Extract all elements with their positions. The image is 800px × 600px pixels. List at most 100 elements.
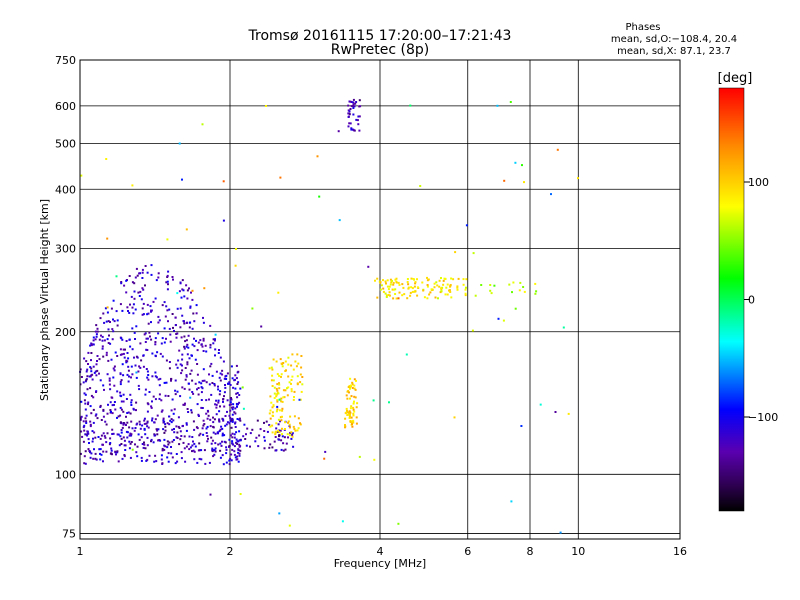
echo-point	[154, 341, 157, 343]
echo-point	[82, 420, 85, 423]
echo-point	[230, 426, 233, 429]
echo-point	[290, 390, 293, 393]
echo-point	[350, 405, 353, 408]
echo-point	[229, 384, 232, 386]
echo-point	[94, 457, 97, 460]
echo-point	[234, 407, 237, 410]
echo-point	[217, 399, 220, 402]
echo-point	[281, 409, 284, 412]
echo-point	[222, 219, 225, 222]
echo-point	[219, 379, 222, 382]
echo-point	[91, 378, 94, 381]
echo-point	[423, 296, 426, 299]
echo-point	[183, 435, 186, 438]
echo-point	[164, 394, 167, 397]
echo-point	[201, 379, 204, 382]
echo-point	[286, 433, 289, 436]
echo-point	[174, 379, 177, 382]
echo-point	[143, 441, 145, 444]
chart-subtitle: RwPretec (8p)	[331, 42, 429, 58]
echo-point	[130, 376, 132, 379]
echo-point	[401, 294, 404, 297]
echo-point	[348, 391, 350, 394]
echo-point	[166, 280, 169, 283]
echo-point	[206, 417, 209, 420]
y-tick-label: 75	[62, 527, 76, 540]
echo-point	[376, 296, 379, 299]
echo-point	[206, 435, 209, 437]
echo-point	[231, 432, 234, 435]
echo-point	[172, 439, 175, 441]
echo-point	[172, 419, 175, 422]
echo-point	[181, 279, 184, 282]
echo-point	[219, 456, 222, 459]
echo-point	[142, 354, 145, 357]
echo-point	[352, 103, 355, 106]
echo-point	[278, 409, 281, 412]
echo-point	[163, 327, 166, 330]
echo-point	[265, 420, 268, 423]
echo-point	[84, 417, 87, 420]
echo-point	[173, 329, 175, 332]
echo-point	[88, 442, 90, 444]
echo-point	[102, 450, 105, 453]
echo-point	[344, 417, 347, 420]
echo-point	[89, 450, 92, 453]
echo-point	[191, 450, 193, 453]
echo-point	[229, 457, 232, 460]
echo-point	[263, 421, 265, 424]
echo-point	[141, 287, 144, 290]
echo-point	[157, 276, 160, 279]
echo-point	[119, 414, 122, 417]
echo-point	[90, 342, 93, 345]
echo-point	[397, 281, 400, 284]
echo-point	[232, 403, 235, 406]
echo-point	[163, 448, 166, 451]
echo-point	[300, 355, 303, 357]
echo-point	[228, 381, 231, 384]
echo-point	[236, 458, 239, 461]
echo-point	[229, 416, 232, 419]
echo-point	[221, 454, 224, 457]
echo-point	[256, 419, 259, 422]
echo-point	[217, 401, 220, 404]
echo-point	[159, 439, 162, 442]
echo-point	[374, 279, 376, 282]
echo-point	[83, 429, 86, 432]
echo-point	[150, 264, 153, 267]
echo-point	[200, 386, 203, 389]
echo-point	[350, 395, 353, 398]
echo-point	[110, 307, 113, 310]
echo-point	[152, 300, 155, 303]
echo-point	[150, 273, 153, 276]
echo-point	[394, 293, 397, 295]
echo-point	[275, 449, 277, 452]
echo-point	[87, 438, 90, 441]
echo-point	[122, 393, 125, 396]
echo-point	[137, 433, 140, 436]
echo-point	[224, 415, 227, 417]
echo-point	[147, 426, 150, 429]
echo-point	[145, 422, 148, 425]
echo-point	[554, 411, 557, 413]
echo-point	[128, 426, 131, 429]
echo-point	[187, 334, 190, 337]
echo-point	[223, 395, 225, 398]
echo-point	[102, 312, 105, 315]
echo-point	[197, 387, 200, 389]
echo-point	[273, 386, 276, 389]
echo-point	[167, 320, 169, 323]
echo-point	[278, 382, 280, 385]
echo-point	[155, 428, 158, 431]
echo-point	[291, 432, 294, 435]
echo-point	[170, 378, 173, 380]
colorbar-tick-label: 0	[748, 294, 755, 307]
echo-point	[116, 355, 119, 357]
echo-point	[276, 373, 279, 376]
echo-point	[201, 123, 204, 126]
echo-point	[276, 399, 279, 402]
echo-point	[464, 288, 467, 291]
echo-point	[235, 441, 237, 444]
echo-point	[174, 462, 177, 465]
echo-point	[144, 388, 147, 391]
